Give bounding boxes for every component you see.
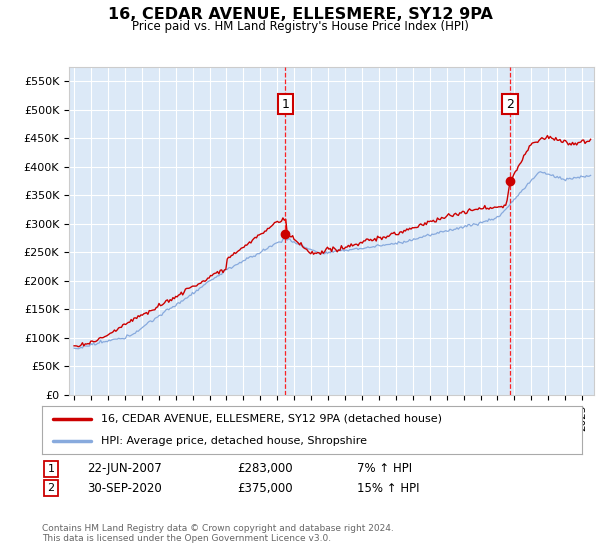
Text: 15% ↑ HPI: 15% ↑ HPI bbox=[357, 482, 419, 495]
Text: Price paid vs. HM Land Registry's House Price Index (HPI): Price paid vs. HM Land Registry's House … bbox=[131, 20, 469, 32]
Text: 2: 2 bbox=[506, 98, 514, 111]
Text: HPI: Average price, detached house, Shropshire: HPI: Average price, detached house, Shro… bbox=[101, 436, 367, 446]
Text: 16, CEDAR AVENUE, ELLESMERE, SY12 9PA: 16, CEDAR AVENUE, ELLESMERE, SY12 9PA bbox=[107, 7, 493, 22]
Text: 22-JUN-2007: 22-JUN-2007 bbox=[87, 462, 162, 475]
Text: 7% ↑ HPI: 7% ↑ HPI bbox=[357, 462, 412, 475]
Text: 1: 1 bbox=[47, 464, 55, 474]
Text: 2: 2 bbox=[47, 483, 55, 493]
Text: Contains HM Land Registry data © Crown copyright and database right 2024.
This d: Contains HM Land Registry data © Crown c… bbox=[42, 524, 394, 543]
Text: 16, CEDAR AVENUE, ELLESMERE, SY12 9PA (detached house): 16, CEDAR AVENUE, ELLESMERE, SY12 9PA (d… bbox=[101, 414, 442, 424]
Text: 30-SEP-2020: 30-SEP-2020 bbox=[87, 482, 162, 495]
Text: 1: 1 bbox=[281, 98, 289, 111]
Text: £283,000: £283,000 bbox=[237, 462, 293, 475]
Text: £375,000: £375,000 bbox=[237, 482, 293, 495]
